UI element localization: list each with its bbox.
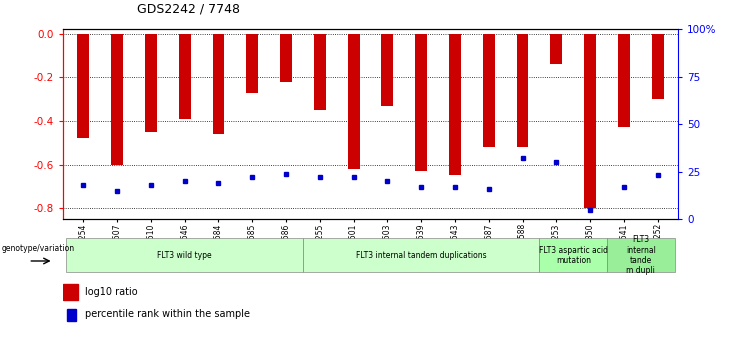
Bar — [551, 34, 562, 64]
Bar — [607, 238, 674, 273]
Bar — [303, 238, 539, 273]
Text: FLT3 aspartic acid
mutation: FLT3 aspartic acid mutation — [539, 246, 608, 265]
Bar — [618, 34, 630, 127]
Bar — [314, 34, 326, 110]
Bar — [77, 34, 89, 138]
Bar — [539, 238, 607, 273]
Text: GDS2242 / 7748: GDS2242 / 7748 — [137, 2, 240, 16]
Text: FLT3 wild type: FLT3 wild type — [157, 251, 212, 260]
Bar — [382, 34, 393, 106]
Bar — [145, 34, 157, 132]
Text: genotype/variation: genotype/variation — [1, 244, 74, 253]
Text: FLT3 internal tandem duplications: FLT3 internal tandem duplications — [356, 251, 487, 260]
Text: log10 ratio: log10 ratio — [85, 287, 138, 297]
Bar — [67, 309, 76, 321]
Text: FLT3
internal
tande
m dupli: FLT3 internal tande m dupli — [626, 235, 656, 275]
Bar — [483, 34, 495, 147]
Bar — [516, 34, 528, 147]
Bar — [584, 34, 596, 208]
Bar — [280, 34, 292, 82]
Bar — [67, 238, 303, 273]
Text: percentile rank within the sample: percentile rank within the sample — [85, 309, 250, 319]
Bar — [415, 34, 427, 171]
Bar — [63, 284, 78, 300]
Bar — [449, 34, 461, 176]
Bar — [111, 34, 123, 165]
Bar — [213, 34, 225, 134]
Bar — [179, 34, 190, 119]
Bar — [348, 34, 359, 169]
Bar — [652, 34, 664, 99]
Bar — [246, 34, 258, 92]
